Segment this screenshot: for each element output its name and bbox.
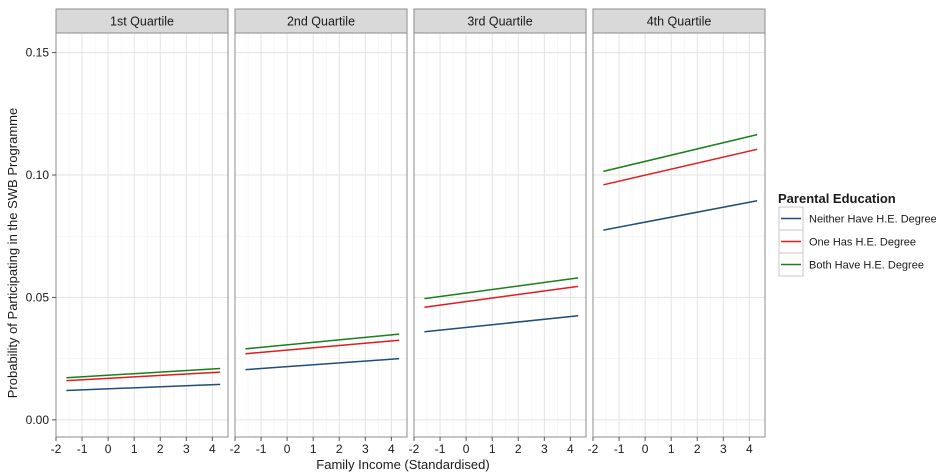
panel-title: 3rd Quartile xyxy=(467,15,532,29)
legend-entry: One Has H.E. Degree xyxy=(778,229,916,254)
series-line-1 xyxy=(66,383,221,392)
panel-strip xyxy=(234,8,408,34)
panel-border xyxy=(413,32,587,438)
legend-label: Both Have H.E. Degree xyxy=(809,260,924,272)
x-tick-label: -2 xyxy=(230,442,241,456)
legend: Parental Education Neither Have H.E. Deg… xyxy=(778,191,936,277)
series-line-2 xyxy=(66,371,221,382)
panel-strip xyxy=(413,8,587,34)
panel-3: 3rd Quartile xyxy=(413,8,587,438)
series-line-2 xyxy=(424,285,579,308)
legend-label: One Has H.E. Degree xyxy=(809,237,916,249)
panel-title: 4th Quartile xyxy=(647,15,712,29)
x-tick-label: 1 xyxy=(310,442,317,456)
panel-title: 2nd Quartile xyxy=(287,15,355,29)
x-tick-label: 4 xyxy=(209,442,216,456)
y-tick-label: 0.05 xyxy=(26,290,50,304)
x-tick-label: 2 xyxy=(157,442,164,456)
x-tick-label: 2 xyxy=(694,442,701,456)
x-tick-label: 3 xyxy=(362,442,369,456)
panel-title: 1st Quartile xyxy=(110,15,174,29)
panel-border xyxy=(592,32,766,438)
panel-4: 4th Quartile xyxy=(592,8,766,438)
legend-label: Neither Have H.E. Degree xyxy=(809,214,936,226)
series-line-1 xyxy=(245,357,400,371)
x-tick-label: -1 xyxy=(614,442,625,456)
series-line-3 xyxy=(66,367,221,379)
y-tick-label: 0.15 xyxy=(26,46,50,60)
legend-entry: Both Have H.E. Degree xyxy=(778,252,924,277)
panel-2: 2nd Quartile xyxy=(234,8,408,438)
x-tick-label: 4 xyxy=(388,442,395,456)
y-axis: 0.00 0.05 0.10 0.15 xyxy=(26,46,56,427)
x-tick-label: 2 xyxy=(515,442,522,456)
x-tick-label: 4 xyxy=(567,442,574,456)
series-line-3 xyxy=(424,277,579,300)
y-tick-label: 0.10 xyxy=(26,168,50,182)
x-tick-label: -1 xyxy=(77,442,88,456)
x-tick-label: 4 xyxy=(746,442,753,456)
x-tick-label: 0 xyxy=(105,442,112,456)
panel-border xyxy=(234,32,408,438)
series-line-1 xyxy=(424,315,579,333)
x-tick-label: 3 xyxy=(720,442,727,456)
x-tick-label: 3 xyxy=(541,442,548,456)
panels: 1st Quartile 2nd Quartile 3rd Quartile 4th … xyxy=(55,8,766,438)
y-axis-title: Probability of Participating in the SWB … xyxy=(5,108,20,398)
x-axis-title: Family Income (Standardised) xyxy=(316,457,489,472)
x-tick-label: 1 xyxy=(668,442,675,456)
series-line-1 xyxy=(603,199,758,231)
panel-border xyxy=(55,32,229,438)
panel-strip xyxy=(55,8,229,34)
x-tick-label: -1 xyxy=(256,442,267,456)
panel-strip xyxy=(592,8,766,34)
x-tick-label: 0 xyxy=(284,442,291,456)
series-line-3 xyxy=(603,133,758,173)
panel-1: 1st Quartile xyxy=(55,8,229,438)
x-tick-label: 3 xyxy=(183,442,190,456)
x-tick-label: 2 xyxy=(336,442,343,456)
x-tick-label: -1 xyxy=(435,442,446,456)
y-tick-label: 0.00 xyxy=(26,413,50,427)
x-tick-label: -2 xyxy=(588,442,599,456)
series-line-3 xyxy=(245,333,400,350)
legend-entry: Neither Have H.E. Degree xyxy=(778,206,936,231)
x-axis: -2 -1 0 1 2 3 4 -2 -1 0 1 2 3 4 -2 -1 0 1 2 3 4 -2 -1 0 1 2 3 4 xyxy=(51,437,753,456)
x-tick-label: -2 xyxy=(409,442,420,456)
series-line-2 xyxy=(603,148,758,186)
x-tick-label: 0 xyxy=(463,442,470,456)
x-tick-label: -2 xyxy=(51,442,62,456)
x-tick-label: 1 xyxy=(489,442,496,456)
series-line-2 xyxy=(245,339,400,355)
x-tick-label: 1 xyxy=(131,442,138,456)
x-tick-label: 0 xyxy=(642,442,649,456)
legend-title: Parental Education xyxy=(778,191,896,206)
